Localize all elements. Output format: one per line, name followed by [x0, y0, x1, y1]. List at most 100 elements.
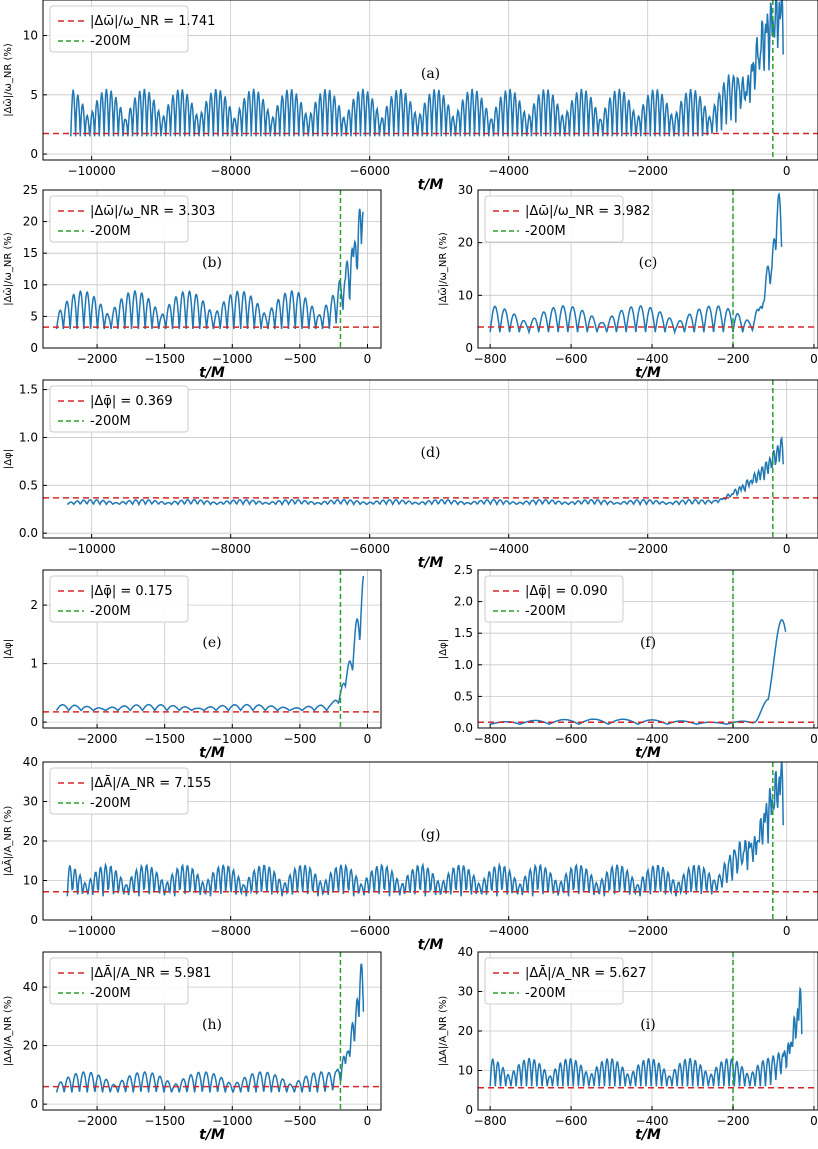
- legend-box: [49, 575, 189, 623]
- x-axis-label: t/M: [418, 937, 444, 953]
- axes-frame: [477, 569, 818, 729]
- x-tick-label: −500: [283, 732, 316, 746]
- x-axis-label: t/M: [635, 365, 661, 381]
- x-tick-label: 0: [783, 164, 791, 178]
- y-axis-label: |Δω̄|/ω_NR (%): [438, 232, 449, 306]
- panel-i: −800 −600 −400 −200 0 0 10 20 30 40 t/M |ΔA|/A_NR (…: [438, 945, 818, 1143]
- x-axis-label: t/M: [199, 1127, 225, 1143]
- y-tick-label: 2: [30, 598, 38, 612]
- y-tick-label: 40: [458, 945, 473, 959]
- x-tick-label: −2000: [77, 1114, 118, 1128]
- series-line: [55, 208, 364, 330]
- legend-vline-label: -200M: [90, 604, 131, 619]
- legend-mean-label: |Δφ̄| = 0.090: [525, 584, 608, 599]
- legend-box: [49, 957, 189, 1005]
- x-tick-label: −4000: [488, 542, 529, 556]
- x-tick-label: −200: [717, 1114, 750, 1128]
- y-tick-label: 20: [23, 215, 38, 229]
- x-tick-label: −4000: [488, 924, 529, 938]
- series-line: [66, 762, 784, 897]
- y-tick-label: 2.0: [454, 595, 473, 609]
- legend-box: [49, 195, 189, 243]
- x-tick-label: −2000: [627, 924, 668, 938]
- y-tick-label: 10: [458, 288, 473, 302]
- x-tick-label: −800: [474, 1114, 507, 1128]
- legend-vline-label: -200M: [90, 34, 131, 49]
- x-axis-label: t/M: [418, 177, 444, 193]
- y-tick-label: 40: [23, 755, 38, 769]
- legend-vline-label: -200M: [525, 224, 566, 239]
- y-tick-label: 1.5: [19, 383, 38, 397]
- y-tick-label: 10: [23, 278, 38, 292]
- y-tick-label: 40: [23, 980, 38, 994]
- x-axis-label: t/M: [199, 365, 225, 381]
- x-tick-label: −1500: [144, 352, 185, 366]
- x-tick-label: −400: [636, 1114, 669, 1128]
- axes-frame: [42, 379, 818, 539]
- y-tick-label: 30: [458, 985, 473, 999]
- series-line: [55, 963, 365, 1093]
- x-tick-label: 0: [783, 542, 791, 556]
- panel-a: −10000 −8000 −6000 −4000 −2000 0 0 5 10 t/M |Δω̄|/…: [3, 0, 818, 193]
- panel-c: −800 −600 −400 −200 0 0 10 20 30 t/M |Δω̄|/ω_NR (%…: [438, 183, 818, 381]
- y-tick-label: 20: [23, 834, 38, 848]
- y-axis-label: |ΔA|/A_NR (%): [3, 996, 14, 1067]
- panel-f: −800 −600 −400 −200 0 0.0 0.5 1.0 1.5 2.0 2.5 t/M |Δ…: [438, 563, 818, 761]
- y-tick-label: 15: [23, 246, 38, 260]
- legend: |Δω̄|/ω_NR = 3.982 -200M: [484, 195, 650, 243]
- axes-frame: [477, 189, 818, 349]
- x-tick-label: −8000: [210, 924, 251, 938]
- panel-label: (c): [639, 255, 658, 271]
- x-tick-label: −500: [283, 1114, 316, 1128]
- y-tick-label: 1: [30, 657, 38, 671]
- x-tick-label: −1000: [212, 1114, 253, 1128]
- x-axis-label: t/M: [635, 745, 661, 761]
- y-tick-label: 0.0: [454, 721, 473, 735]
- x-tick-label: −200: [717, 732, 750, 746]
- x-tick-label: −4000: [488, 164, 529, 178]
- y-tick-label: 10: [23, 29, 38, 43]
- y-tick-label: 0.5: [19, 478, 38, 492]
- y-tick-label: 5: [30, 309, 38, 323]
- y-tick-label: 0: [30, 1097, 38, 1111]
- x-tick-label: −400: [636, 352, 669, 366]
- y-tick-label: 10: [458, 1064, 473, 1078]
- legend-box: [484, 575, 624, 623]
- legend-box: [49, 767, 189, 815]
- x-tick-label: −6000: [349, 542, 390, 556]
- x-axis-label: t/M: [418, 555, 444, 571]
- x-tick-label: 0: [810, 732, 818, 746]
- legend-mean-label: |Δφ̄| = 0.369: [90, 394, 173, 409]
- y-tick-label: 2.5: [454, 563, 473, 577]
- y-tick-label: 0: [30, 147, 38, 161]
- panel-label: (b): [202, 255, 222, 271]
- legend-vline-label: -200M: [90, 986, 131, 1001]
- y-tick-label: 20: [23, 1039, 38, 1053]
- panel-b: −2000 −1500 −1000 −500 0 0 5 10 15 20 25 t/M |Δω̄|/ω…: [3, 183, 382, 381]
- legend: |ΔĀ|/A_NR = 5.627 -200M: [484, 957, 646, 1005]
- y-tick-label: 5: [30, 88, 38, 102]
- x-tick-label: 0: [783, 924, 791, 938]
- panel-label: (h): [202, 1017, 222, 1033]
- axes-frame: [42, 951, 382, 1111]
- x-axis-label: t/M: [199, 745, 225, 761]
- series-line: [489, 986, 803, 1087]
- series-line: [489, 619, 787, 726]
- panel-label: (d): [421, 445, 441, 461]
- y-axis-label: |Δω̄|/ω_NR (%): [3, 232, 14, 306]
- x-tick-label: −2000: [77, 352, 118, 366]
- x-tick-label: −1500: [144, 732, 185, 746]
- legend: |Δφ̄| = 0.369 -200M: [49, 385, 189, 433]
- panel-label: (g): [421, 827, 441, 843]
- x-tick-label: −10000: [68, 542, 116, 556]
- axes-frame: [42, 0, 818, 161]
- legend-mean-label: |Δω̄|/ω_NR = 3.303: [90, 204, 215, 219]
- legend-vline-label: -200M: [525, 604, 566, 619]
- x-tick-label: −6000: [349, 164, 390, 178]
- y-tick-label: 0.0: [19, 526, 38, 540]
- legend: |Δφ̄| = 0.090 -200M: [484, 575, 624, 623]
- axes-frame: [42, 189, 382, 349]
- x-tick-label: 0: [810, 1114, 818, 1128]
- x-tick-label: −6000: [349, 924, 390, 938]
